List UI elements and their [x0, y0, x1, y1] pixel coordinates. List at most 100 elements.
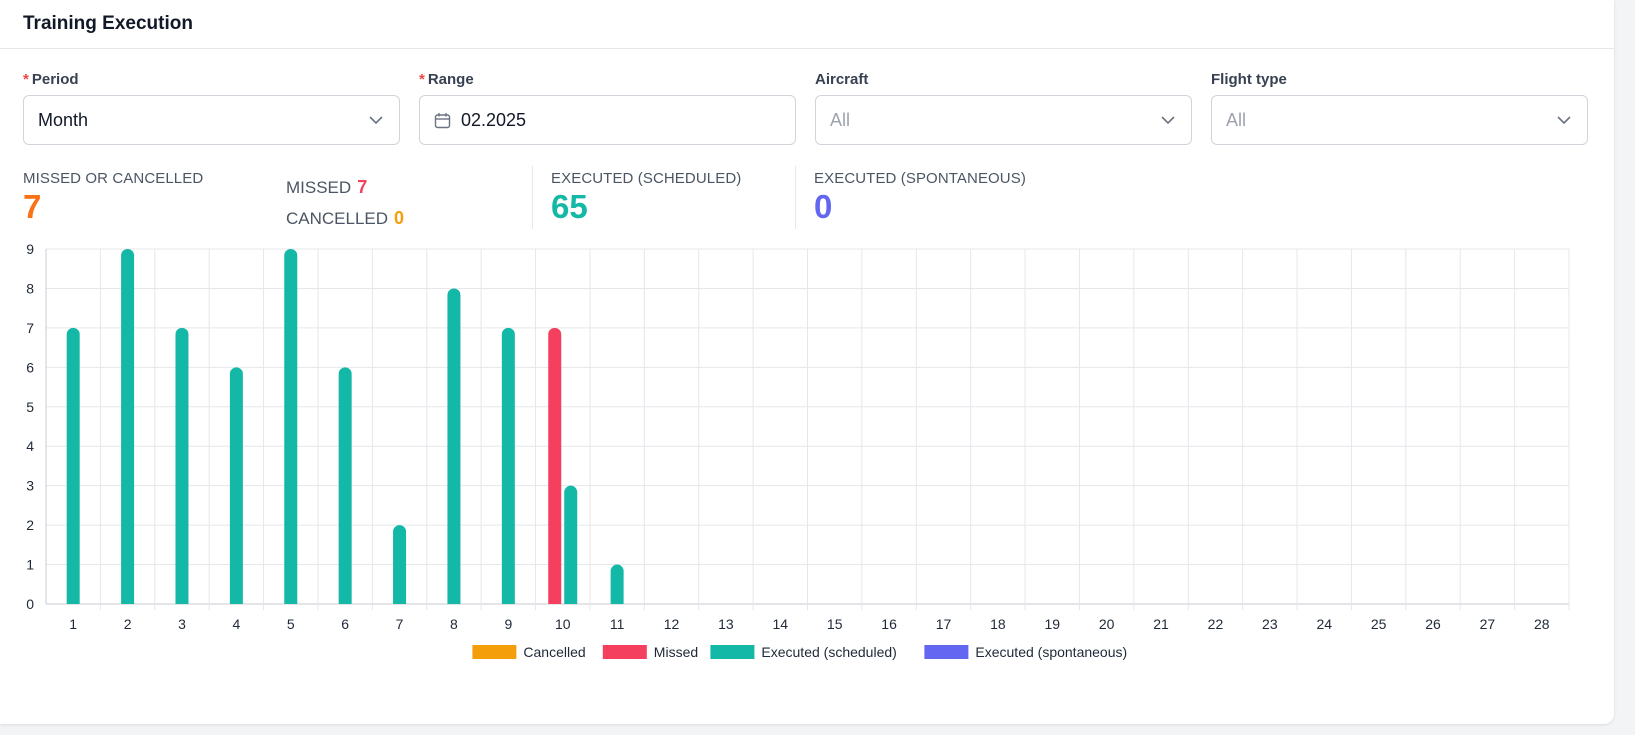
x-tick-label: 28: [1534, 616, 1550, 632]
bar-executed-scheduled: [175, 327, 189, 604]
required-marker: *: [419, 70, 425, 88]
calendar-icon: [434, 112, 451, 128]
period-filter: * Period Month: [23, 68, 400, 145]
bar-executed-scheduled: [393, 525, 407, 604]
chevron-down-icon: [1557, 116, 1571, 125]
bar-executed-scheduled: [501, 327, 515, 604]
x-tick-label: 14: [773, 616, 789, 632]
missed-or-cancelled-value: 7: [23, 188, 42, 225]
bar-executed-scheduled: [338, 367, 352, 604]
x-tick-label: 2: [124, 616, 132, 632]
legend-label-executed-scheduled: Executed (scheduled): [761, 644, 896, 660]
y-tick-label: 9: [26, 241, 34, 257]
range-picker[interactable]: 02.2025: [419, 95, 796, 145]
flight-type-select[interactable]: All: [1211, 95, 1588, 145]
period-value: Month: [38, 109, 89, 130]
legend-label-executed-spontaneous: Executed (spontaneous): [975, 644, 1127, 660]
x-tick-label: 22: [1208, 616, 1224, 632]
aircraft-placeholder: All: [830, 109, 851, 130]
y-tick-label: 8: [26, 280, 34, 296]
x-tick-label: 1: [69, 616, 77, 632]
y-tick-label: 4: [26, 438, 34, 454]
bar-executed-scheduled: [610, 564, 624, 604]
bar-executed-scheduled: [229, 367, 243, 604]
flight-type-filter: Flight type All: [1211, 68, 1588, 145]
missed-or-cancelled-stat: MISSED OR CANCELLED 7: [23, 170, 203, 227]
x-tick-label: 4: [232, 616, 240, 632]
y-tick-label: 0: [26, 596, 34, 612]
card-header: Training Execution: [0, 0, 1614, 49]
stat-divider: [532, 166, 533, 229]
training-execution-card: Training Execution * Period Month * Range …: [0, 0, 1614, 724]
x-tick-label: 19: [1044, 616, 1060, 632]
x-tick-label: 11: [610, 616, 625, 632]
filters-row: * Period Month * Range 02.2025 Aircraft Al…: [23, 68, 1588, 145]
x-tick-label: 12: [664, 616, 680, 632]
cancelled-label: CANCELLED: [286, 209, 389, 228]
y-tick-label: 7: [26, 320, 34, 336]
range-label: Range: [427, 70, 474, 88]
executed-scheduled-label: EXECUTED (SCHEDULED): [551, 170, 742, 187]
executed-spontaneous-stat: EXECUTED (SPONTANEOUS) 0: [814, 170, 1026, 227]
executed-spontaneous-label: EXECUTED (SPONTANEOUS): [814, 170, 1026, 187]
x-tick-label: 13: [718, 616, 734, 632]
flight-type-placeholder: All: [1226, 109, 1247, 130]
y-tick-label: 3: [26, 478, 34, 494]
x-tick-label: 3: [178, 616, 186, 632]
bar-executed-scheduled: [66, 327, 80, 604]
legend-label-cancelled: Cancelled: [523, 644, 585, 660]
y-tick-label: 1: [26, 557, 34, 573]
x-tick-label: 18: [990, 616, 1006, 632]
chevron-down-icon: [369, 116, 383, 125]
x-tick-label: 27: [1480, 616, 1496, 632]
bar-missed: [548, 327, 562, 604]
page-title: Training Execution: [23, 13, 193, 34]
x-tick-label: 8: [450, 616, 458, 632]
range-value: 02.2025: [461, 109, 527, 130]
x-tick-label: 23: [1262, 616, 1278, 632]
x-tick-label: 16: [881, 616, 897, 632]
executed-scheduled-value: 65: [551, 188, 588, 225]
x-tick-label: 26: [1425, 616, 1441, 632]
x-tick-label: 6: [341, 616, 349, 632]
legend-swatch-cancelled: [472, 645, 517, 659]
bar-executed-scheduled: [284, 249, 298, 604]
period-label: Period: [31, 70, 79, 88]
executed-spontaneous-value: 0: [814, 188, 833, 225]
aircraft-filter: Aircraft All: [815, 68, 1192, 145]
missed-label: MISSED: [286, 178, 352, 197]
legend-swatch-executed-spontaneous: [924, 645, 969, 659]
x-tick-label: 10: [555, 616, 571, 632]
x-tick-label: 20: [1099, 616, 1115, 632]
x-tick-label: 25: [1371, 616, 1387, 632]
x-tick-label: 9: [504, 616, 512, 632]
stat-divider: [795, 166, 796, 229]
cancelled-value: 0: [394, 208, 405, 228]
y-tick-label: 2: [26, 517, 34, 533]
missed-or-cancelled-label: MISSED OR CANCELLED: [23, 170, 204, 187]
executed-scheduled-stat: EXECUTED (SCHEDULED) 65: [551, 170, 741, 227]
aircraft-label: Aircraft: [815, 70, 869, 88]
range-filter: * Range 02.2025: [419, 68, 796, 145]
aircraft-select[interactable]: All: [815, 95, 1192, 145]
flight-type-label: Flight type: [1211, 70, 1287, 88]
y-tick-label: 6: [26, 359, 34, 375]
bar-executed-scheduled: [447, 288, 461, 604]
missed-cancelled-breakdown: MISSED 7 CANCELLED 0: [286, 172, 404, 234]
bar-executed-scheduled: [121, 249, 135, 604]
x-tick-label: 15: [827, 616, 843, 632]
period-select[interactable]: Month: [23, 95, 400, 145]
x-tick-label: 17: [936, 616, 952, 632]
required-marker: *: [23, 70, 29, 88]
legend-swatch-executed-scheduled: [710, 645, 755, 659]
x-tick-label: 21: [1153, 616, 1169, 632]
x-tick-label: 7: [396, 616, 404, 632]
x-tick-label: 5: [287, 616, 295, 632]
missed-value: 7: [357, 177, 368, 197]
legend-label-missed: Missed: [654, 644, 698, 660]
legend-swatch-missed: [602, 645, 647, 659]
chevron-down-icon: [1161, 116, 1175, 125]
stats-row: MISSED OR CANCELLED 7 MISSED 7 CANCELLED 0…: [23, 160, 1603, 230]
y-tick-label: 5: [26, 399, 34, 415]
